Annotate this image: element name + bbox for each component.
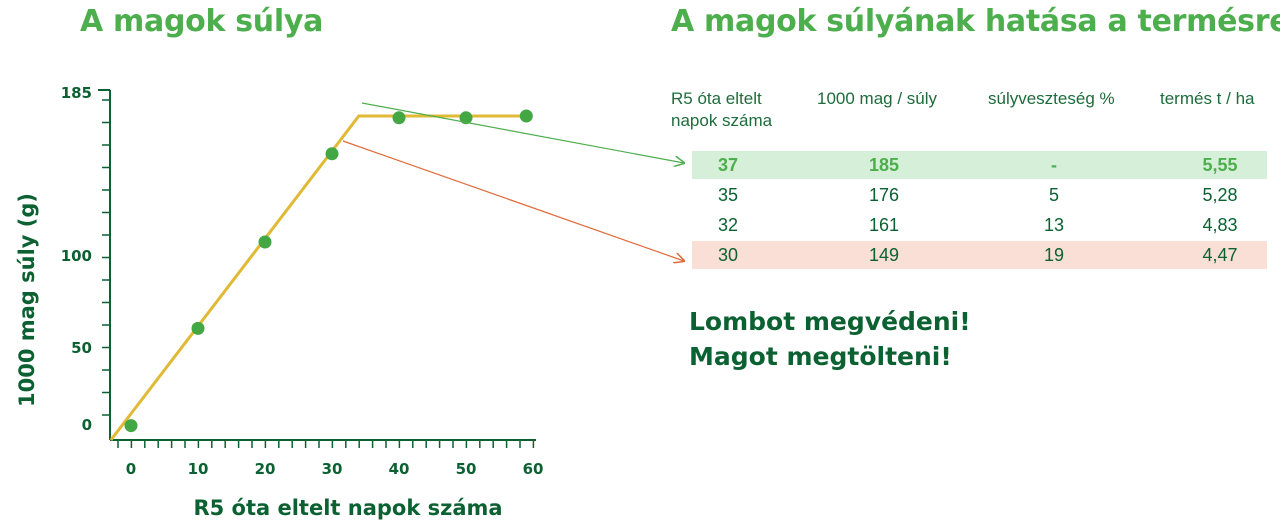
table-cell: 13 xyxy=(1043,215,1065,235)
y-tick-label: 0 xyxy=(82,416,92,434)
table-cell: 185 xyxy=(868,155,900,175)
table-header-days-line2: napok száma xyxy=(671,111,773,130)
table-header-yield: termés t / ha xyxy=(1160,89,1255,108)
x-tick-label: 30 xyxy=(322,460,343,478)
table-cell: 161 xyxy=(868,215,900,235)
x-tick-label: 20 xyxy=(255,460,276,478)
y-axis-label: 1000 mag súly (g) xyxy=(15,193,39,407)
arrow-to-red-row xyxy=(342,140,684,261)
table-cell: 4,47 xyxy=(1202,245,1238,265)
right-title: A magok súlyának hatása a termésre xyxy=(671,4,1280,39)
y-tick-label: 50 xyxy=(71,339,92,357)
table-cell: 30 xyxy=(717,245,739,265)
table-header-days-line1: R5 óta eltelt xyxy=(671,89,762,108)
data-point xyxy=(124,419,138,433)
x-tick-label: 50 xyxy=(456,460,477,478)
table-cell: 37 xyxy=(717,155,739,175)
data-point xyxy=(392,111,406,125)
table-cell: 176 xyxy=(868,185,900,205)
table-cell: 5 xyxy=(1048,185,1059,205)
table-row: 32 161 13 4,83 xyxy=(692,211,1267,239)
table-cell: 32 xyxy=(717,215,739,235)
series-line xyxy=(109,114,527,441)
table-cell: 19 xyxy=(1043,245,1065,265)
table-cell: 4,83 xyxy=(1202,215,1238,235)
table-row: 37 185 - 5,55 xyxy=(692,151,1267,179)
table-row: 30 149 19 4,47 xyxy=(692,241,1267,269)
left-title: A magok súlya xyxy=(80,4,324,39)
data-point xyxy=(459,111,473,125)
table-cell: 5,28 xyxy=(1202,185,1238,205)
slogan-fill-seeds: Magot megtölteni! xyxy=(689,342,952,371)
x-axis-label: R5 óta eltelt napok száma xyxy=(193,496,502,520)
table-cell: 5,55 xyxy=(1202,155,1238,175)
table-cell: - xyxy=(1051,155,1057,175)
data-point xyxy=(325,147,339,161)
slogan-protect-foliage: Lombot megvédeni! xyxy=(689,307,971,336)
arrow-to-green-row xyxy=(361,102,684,163)
y-tick-label: 100 xyxy=(61,247,92,265)
table-cell: 149 xyxy=(868,245,900,265)
x-tick-label: 0 xyxy=(126,460,136,478)
table-cell: 35 xyxy=(717,185,739,205)
y-tick-label: 185 xyxy=(61,84,92,102)
table-header-weight: 1000 mag / súly xyxy=(817,89,938,108)
data-point xyxy=(258,235,272,249)
x-tick-label: 60 xyxy=(523,460,544,478)
x-tick-label: 10 xyxy=(188,460,209,478)
data-point xyxy=(519,109,533,123)
table-header-loss: súlyveszteség % xyxy=(988,89,1115,108)
x-tick-label: 40 xyxy=(389,460,410,478)
table-row: 35 176 5 5,28 xyxy=(692,181,1267,209)
table-header-days: R5 óta eltelt napok száma xyxy=(671,88,772,132)
data-point xyxy=(191,321,205,335)
